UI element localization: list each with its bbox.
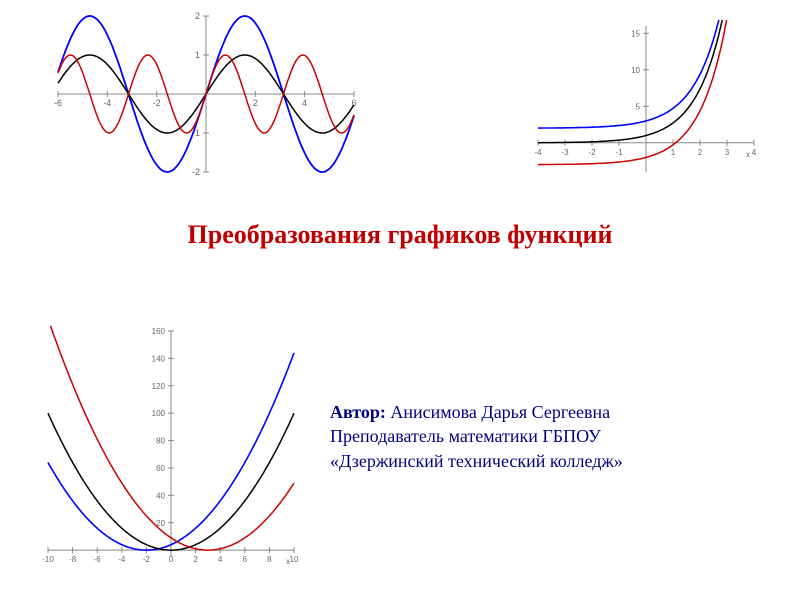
svg-text:5: 5	[636, 102, 641, 111]
chart-sine: -6-4-2246-2-112	[30, 10, 360, 190]
svg-text:-2: -2	[143, 555, 151, 564]
svg-text:120: 120	[152, 382, 166, 391]
author-block: Автор: Анисимова Дарья Сергеевна Препода…	[330, 400, 770, 473]
svg-text:-4: -4	[118, 555, 126, 564]
svg-text:60: 60	[156, 464, 165, 473]
svg-text:-2: -2	[192, 167, 200, 177]
svg-text:1: 1	[671, 148, 676, 157]
svg-text:10: 10	[290, 555, 299, 564]
svg-text:x: x	[286, 557, 290, 566]
svg-text:-3: -3	[561, 148, 569, 157]
svg-text:100: 100	[152, 409, 166, 418]
svg-text:80: 80	[156, 437, 165, 446]
svg-text:10: 10	[631, 66, 640, 75]
svg-text:2: 2	[195, 11, 200, 21]
svg-text:-2: -2	[588, 148, 596, 157]
chart-exp: -4 -3 -2 -1 1 2 3 4 5 10 15 x	[510, 20, 760, 190]
svg-text:1: 1	[195, 50, 200, 60]
svg-text:2: 2	[698, 148, 703, 157]
author-org: «Дзержинский технический колледж»	[330, 451, 623, 471]
svg-text:40: 40	[156, 491, 165, 500]
svg-text:4: 4	[752, 148, 757, 157]
svg-text:4: 4	[302, 98, 307, 108]
svg-text:15: 15	[631, 29, 640, 38]
svg-text:-6: -6	[54, 98, 62, 108]
page-title: Преобразования графиков функций	[188, 220, 613, 250]
author-role: Преподаватель математики ГБПОУ	[330, 426, 601, 446]
svg-text:-8: -8	[69, 555, 77, 564]
svg-text:3: 3	[725, 148, 730, 157]
svg-text:2: 2	[253, 98, 258, 108]
svg-text:140: 140	[152, 354, 166, 363]
svg-text:0: 0	[169, 555, 174, 564]
svg-text:8: 8	[267, 555, 272, 564]
svg-text:6: 6	[243, 555, 248, 564]
svg-text:-10: -10	[42, 555, 54, 564]
svg-text:160: 160	[152, 327, 166, 336]
svg-text:-2: -2	[153, 98, 161, 108]
svg-text:-1: -1	[615, 148, 623, 157]
chart-parabola: -10-8-6-4-2024681020406080100120140160x	[20, 325, 300, 575]
svg-text:-6: -6	[94, 555, 102, 564]
svg-text:x: x	[746, 150, 750, 159]
svg-text:-4: -4	[534, 148, 542, 157]
author-label: Автор:	[330, 402, 386, 422]
author-name: Анисимова Дарья Сергеевна	[390, 402, 610, 422]
svg-text:-4: -4	[103, 98, 111, 108]
svg-text:4: 4	[218, 555, 223, 564]
svg-text:2: 2	[193, 555, 198, 564]
